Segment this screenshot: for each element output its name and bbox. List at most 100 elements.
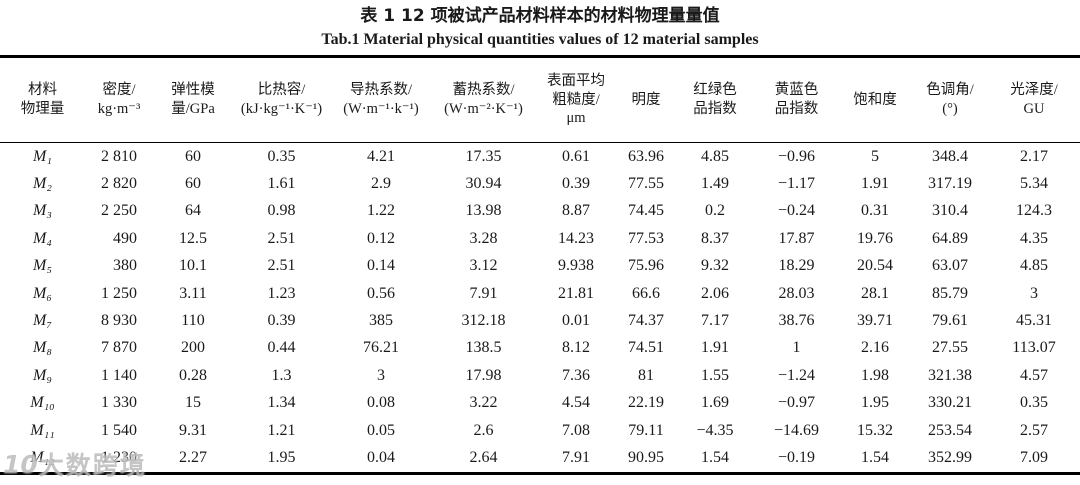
- table-cell: 0.2: [705, 202, 725, 220]
- table-row: M₉ 1 140 0.28 1.3 3 17.98 7.36 81 1.55 −1.24 1.98 3…: [0, 362, 1080, 389]
- col-header-lightness: 明度: [617, 56, 675, 143]
- table-cell: 90.95: [628, 448, 664, 466]
- table-cell: 4.57: [1020, 366, 1048, 384]
- table-cell: 0.98: [267, 202, 296, 220]
- table-cell: 63.96: [628, 147, 664, 165]
- table-cell: 7.36: [562, 366, 590, 384]
- material-label: M₁₀: [30, 394, 55, 412]
- table-cell: 2.17: [1020, 147, 1048, 165]
- table-cell: 60: [185, 175, 201, 193]
- col-header-material: 材料 物理量: [0, 56, 85, 143]
- table-cell: 8.87: [562, 202, 590, 220]
- material-label: M₆: [33, 284, 52, 302]
- table-cell: 0.05: [367, 421, 395, 439]
- table-cell: 380: [113, 257, 137, 275]
- table-cell: 14.23: [558, 229, 594, 247]
- table-row: M₃ 2 250 64 0.98 1.22 13.98 8.87 74.45 0.2 −0.24 0…: [0, 198, 1080, 225]
- table-cell: 0.04: [367, 448, 395, 466]
- table-cell: 1 140: [101, 366, 137, 384]
- table-cell: 0.39: [267, 312, 296, 330]
- table-cell: 1.95: [267, 448, 296, 466]
- material-label: M₇: [33, 312, 52, 330]
- table-cell: 1: [792, 339, 801, 357]
- table-cell: 2 250: [101, 202, 137, 220]
- table-cell: 12.5: [179, 229, 207, 247]
- table-cell: 385: [369, 312, 393, 330]
- col-header-hue-angle: 色调角/ (°): [912, 56, 988, 143]
- table-caption-zh: 表 1 12 项被试产品材料样本的材料物理量量值: [360, 6, 720, 26]
- material-label: M₉: [33, 366, 52, 384]
- table-cell: 321.38: [928, 366, 972, 384]
- table-cell: −14.69: [773, 421, 820, 439]
- table-cell: 1.23: [267, 284, 296, 302]
- table-cell: 7.08: [562, 421, 590, 439]
- table-cell: 124.3: [1016, 202, 1052, 220]
- table-cell: 22.19: [628, 394, 664, 412]
- table-body: M₁ 2 810 60 0.35 4.21 17.35 0.61 63.96 4.85 −0.96…: [0, 143, 1080, 474]
- table-cell: 1 540: [101, 421, 137, 439]
- table-cell: 1.3: [271, 366, 292, 384]
- table-cell: 2 820: [101, 175, 137, 193]
- col-header-surface-roughness: 表面平均 粗糙度/ μm: [535, 56, 617, 143]
- table-row: M₁₁ 1 540 9.31 1.21 0.05 2.6 7.08 79.11 −4.35 −14…: [0, 417, 1080, 444]
- table-cell: 4.85: [701, 147, 729, 165]
- table-cell: 9.31: [179, 421, 207, 439]
- table-cell: 1.95: [861, 394, 889, 412]
- table-row: M₁₀ 1 330 15 1.34 0.08 3.22 4.54 22.19 1.69 −0.97…: [0, 390, 1080, 417]
- table-cell: 85.79: [932, 284, 968, 302]
- col-header-saturation: 饱和度: [838, 56, 912, 143]
- table-cell: 27.55: [932, 339, 968, 357]
- table-cell: 0.31: [861, 202, 889, 220]
- table-cell: 490: [113, 229, 137, 247]
- table-cell: 74.45: [628, 202, 664, 220]
- table-cell: 0.08: [367, 394, 395, 412]
- table-cell: −0.19: [777, 448, 816, 466]
- table-cell: −1.24: [777, 366, 816, 384]
- table-cell: 3: [1030, 284, 1038, 302]
- table-cell: 77.55: [628, 175, 664, 193]
- table-cell: 310.4: [932, 202, 968, 220]
- col-header-density: 密度/ kg·m⁻³: [85, 56, 153, 143]
- table-cell: 8.12: [562, 339, 590, 357]
- table-cell: 0.28: [179, 366, 207, 384]
- table-cell: 28.03: [778, 284, 815, 302]
- table-cell: 317.19: [928, 175, 972, 193]
- table-cell: 76.21: [363, 339, 399, 357]
- table-cell: 18.29: [778, 257, 815, 275]
- material-label: M₃: [33, 202, 52, 220]
- table-cell: 1.69: [701, 394, 729, 412]
- table-cell: 17.35: [465, 147, 502, 165]
- table-cell: 0.61: [562, 147, 590, 165]
- table-cell: 63.07: [932, 257, 968, 275]
- table-cell: 1.91: [861, 175, 889, 193]
- table-cell: 4.85: [1020, 257, 1048, 275]
- table-row: M₅ 380 10.1 2.51 0.14 3.12 9.938 75.96 9.32 18.29…: [0, 253, 1080, 280]
- table-cell: 5: [871, 147, 879, 165]
- table-cell: −1.17: [777, 175, 816, 193]
- table-cell: 1.91: [701, 339, 729, 357]
- material-label: M₅: [33, 257, 52, 275]
- table-cell: 7.09: [1020, 448, 1048, 466]
- table-cell: 9.938: [558, 257, 594, 275]
- table-cell: 110: [181, 312, 205, 330]
- table-cell: 113.07: [1012, 339, 1056, 357]
- table-cell: 0.44: [267, 339, 296, 357]
- table-cell: 15: [185, 394, 201, 412]
- table-cell: 79.61: [932, 312, 968, 330]
- table-cell: 2.51: [267, 257, 296, 275]
- table-cell: 1.98: [861, 366, 889, 384]
- table-cell: 1 330: [101, 394, 137, 412]
- table-cell: 13.98: [465, 202, 502, 220]
- table-cell: 74.51: [628, 339, 664, 357]
- material-label: M₁₂: [30, 448, 55, 466]
- table-cell: 3.11: [179, 284, 207, 302]
- col-header-elastic-modulus: 弹性模 量/GPa: [153, 56, 233, 143]
- table-cell: 19.76: [857, 229, 893, 247]
- table-cell: 1.49: [701, 175, 729, 193]
- table-cell: 66.6: [632, 284, 660, 302]
- table-cell: 10.1: [179, 257, 207, 275]
- table-cell: 15.32: [857, 421, 893, 439]
- material-label: M₁₁: [30, 421, 55, 439]
- table-cell: 2.27: [179, 448, 207, 466]
